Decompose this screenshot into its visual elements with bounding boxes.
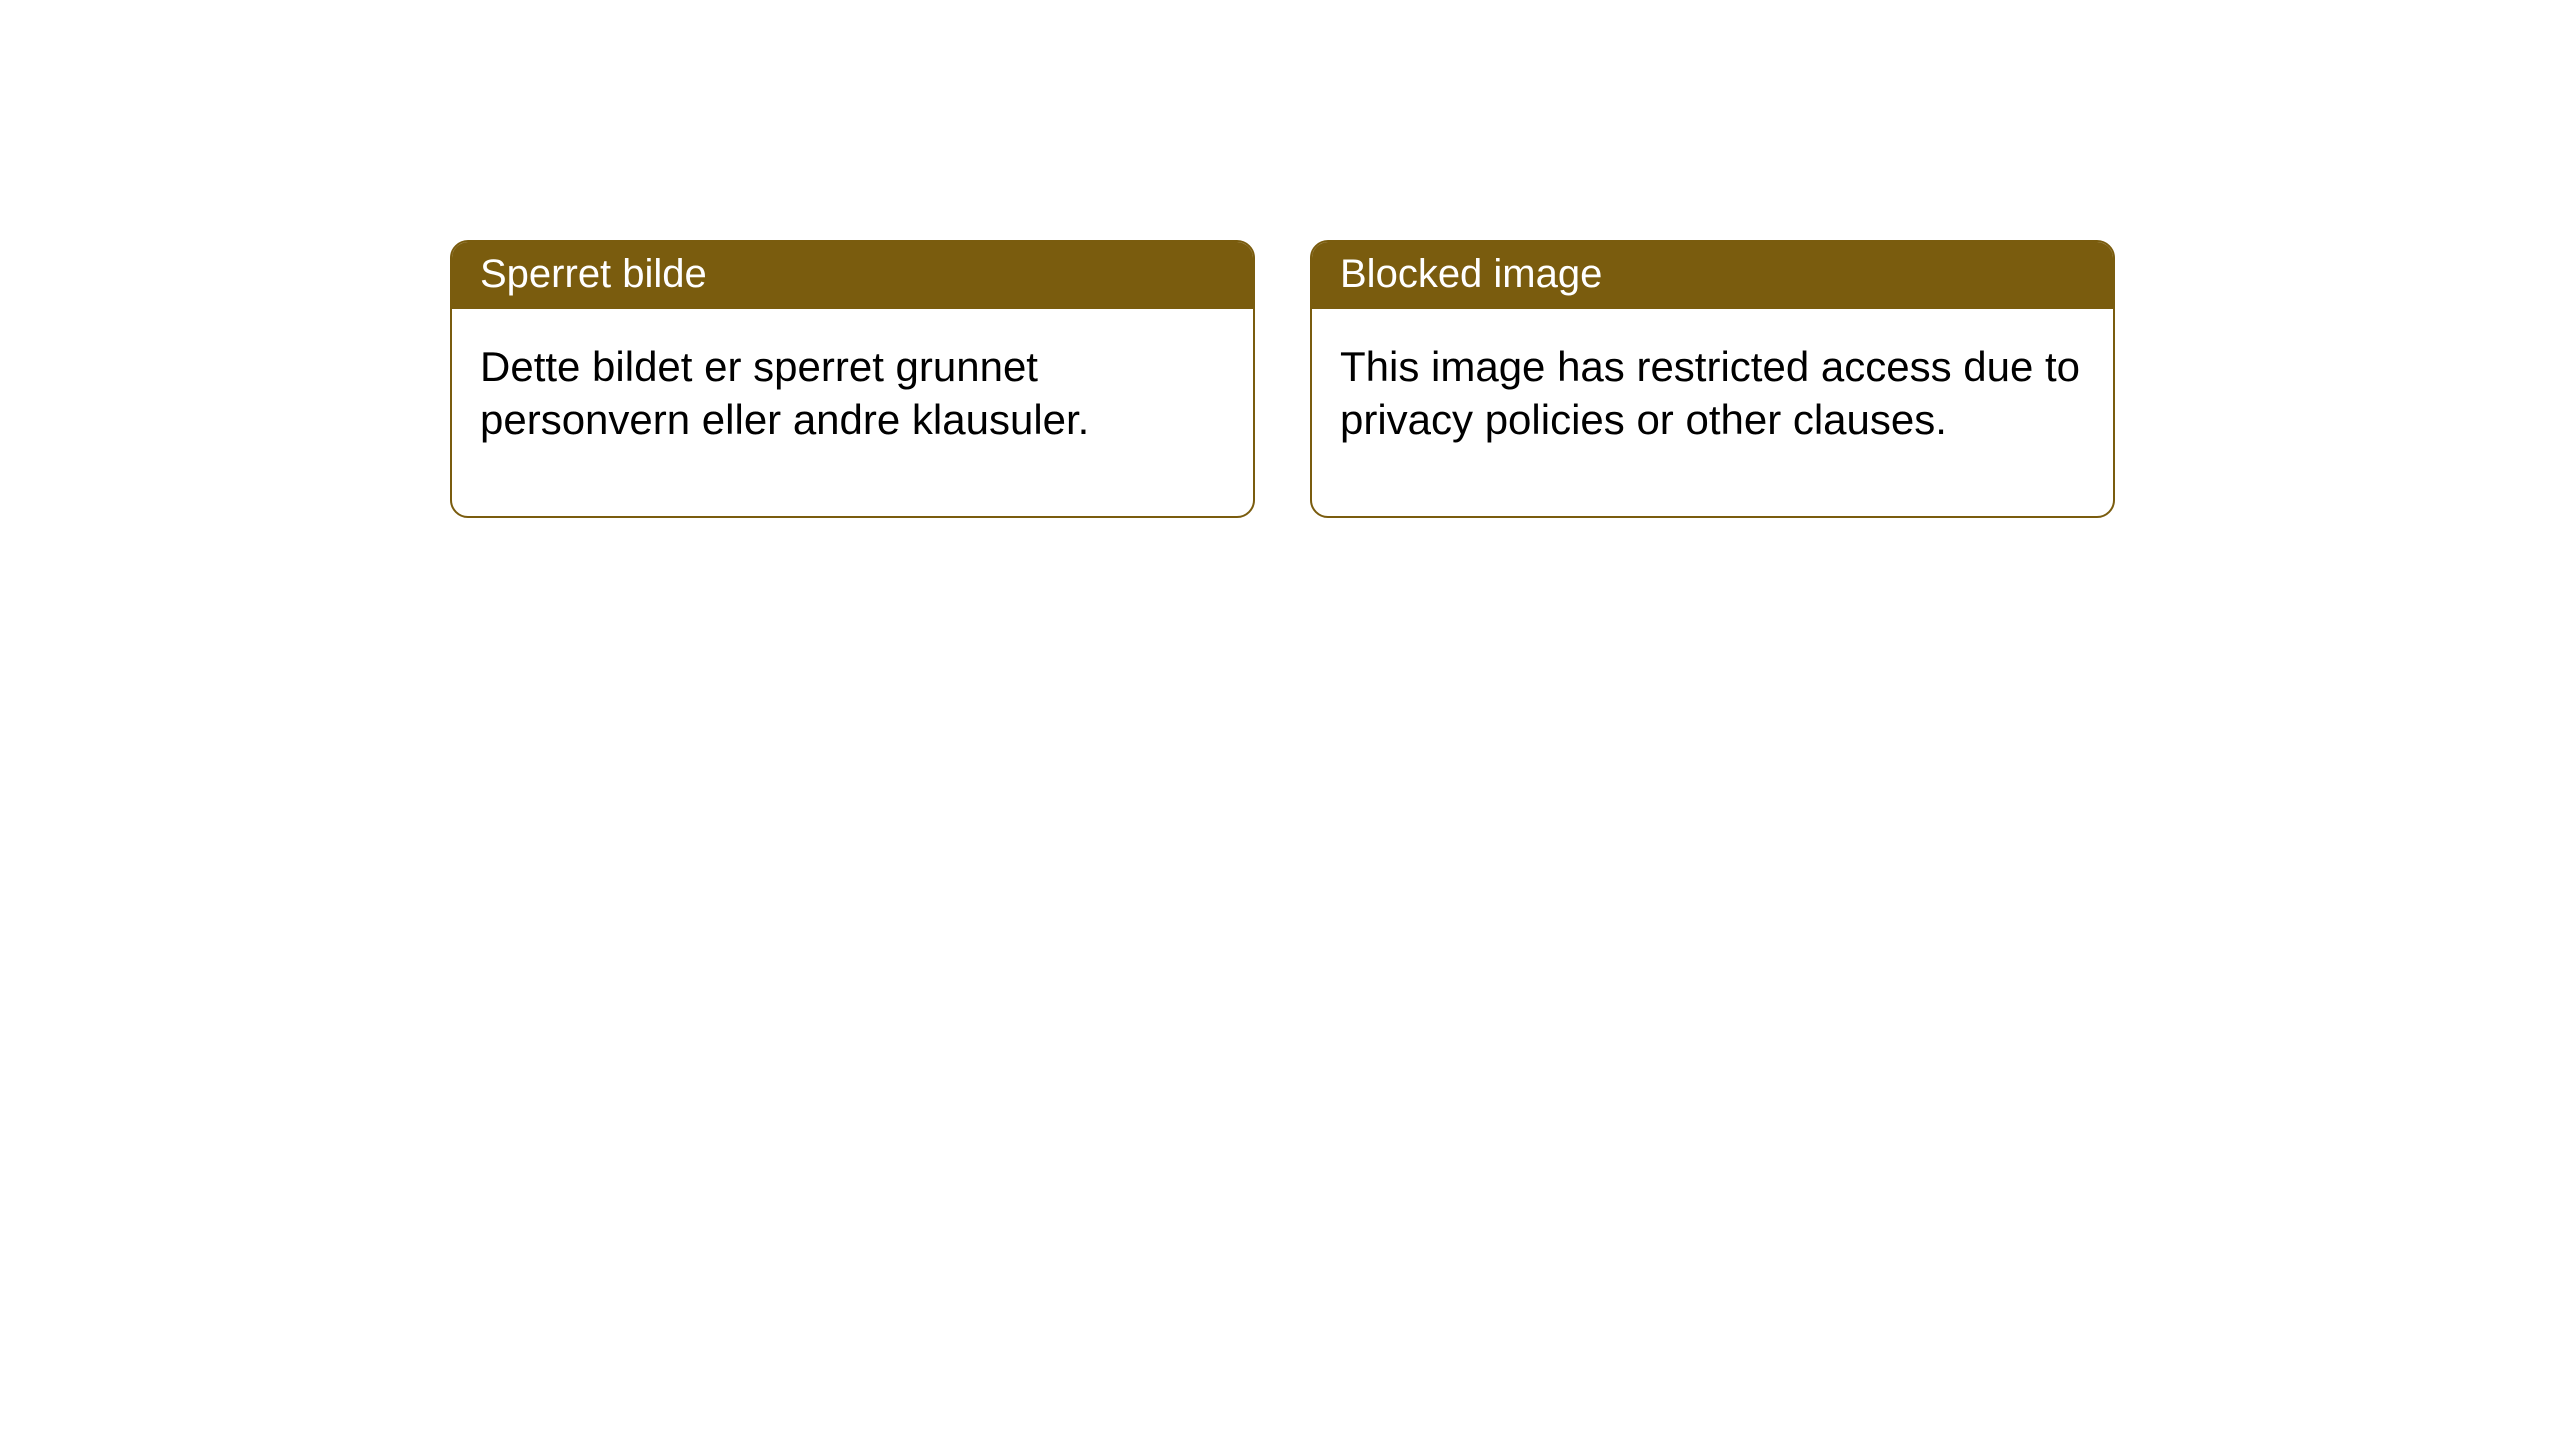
notice-header-norwegian: Sperret bilde	[452, 242, 1253, 309]
notice-body-english: This image has restricted access due to …	[1312, 309, 2113, 516]
notice-body-norwegian: Dette bildet er sperret grunnet personve…	[452, 309, 1253, 516]
notice-card-english: Blocked image This image has restricted …	[1310, 240, 2115, 518]
notice-card-norwegian: Sperret bilde Dette bildet er sperret gr…	[450, 240, 1255, 518]
notice-container: Sperret bilde Dette bildet er sperret gr…	[0, 0, 2560, 518]
notice-header-english: Blocked image	[1312, 242, 2113, 309]
